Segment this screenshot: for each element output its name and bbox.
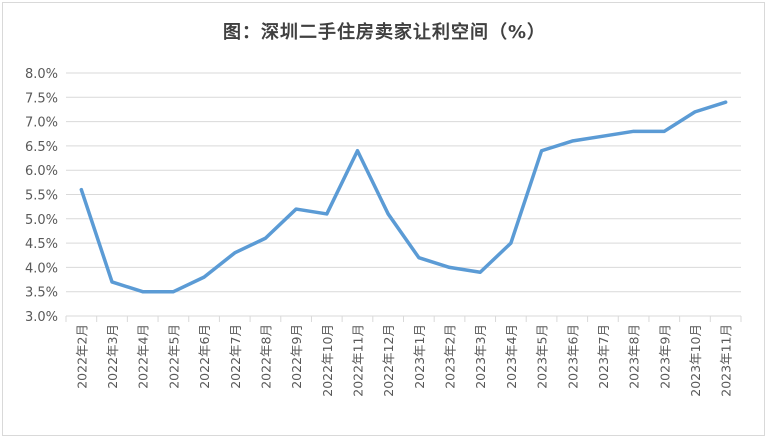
x-tick-label: 2023年9月 [657,324,672,389]
y-tick-label: 8.0% [25,67,58,82]
x-tick-label: 2022年5月 [166,324,181,389]
y-tick-label: 3.5% [25,286,58,301]
data-point [417,256,421,260]
y-axis: 3.0% 3.5% 4.0% 4.5% 5.0% 5.5% 6.0% 6.5% 7.0% 7.5%… [25,67,58,325]
y-tick-label: 3.0% [25,310,58,325]
y-tick-label: 7.0% [25,116,58,131]
x-tick-label: 2023年7月 [596,324,611,389]
data-point [509,241,513,245]
data-point [632,129,636,133]
x-tick-label: 2023年1月 [412,324,427,389]
data-point [724,100,728,104]
y-tick-label: 6.0% [25,164,58,179]
x-tick-label: 2022年12月 [381,324,396,397]
data-point [294,207,298,211]
data-point [386,212,390,216]
data-point [263,236,267,240]
x-tick-label: 2023年11月 [719,324,734,397]
data-point [693,110,697,114]
series-polyline [79,100,728,294]
data-point [570,139,574,143]
x-tick-label: 2022年10月 [320,324,335,397]
series-line [79,100,728,294]
x-tick-label: 2022年7月 [228,324,243,389]
data-point [478,270,482,274]
y-tick-label: 5.5% [25,189,58,204]
data-point [79,188,83,192]
data-point [540,149,544,153]
x-tick-label: 2022年11月 [350,324,365,397]
data-point [110,280,114,284]
x-tick-label: 2022年3月 [105,324,120,389]
y-tick-label: 5.0% [25,213,58,228]
data-point [233,251,237,255]
x-tick-label: 2023年6月 [565,324,580,389]
data-point [325,212,329,216]
data-point [355,149,359,153]
data-point [601,134,605,138]
x-tick-label: 2022年9月 [289,324,304,389]
x-tick-label: 2023年5月 [535,324,550,389]
x-tick-label: 2023年10月 [688,324,703,397]
y-tick-label: 4.0% [25,261,58,276]
x-tick-label: 2022年8月 [258,324,273,389]
x-tick-label: 2023年4月 [504,324,519,389]
data-point [202,275,206,279]
y-tick-label: 4.5% [25,237,58,252]
x-tick-label: 2023年8月 [627,324,642,389]
data-point [171,290,175,294]
y-tick-label: 7.5% [25,91,58,106]
gridlines [66,72,741,317]
data-point [448,265,452,269]
y-tick-label: 6.5% [25,140,58,155]
x-tick-label: 2023年2月 [443,324,458,389]
data-point [141,290,145,294]
chart-title: 图：深圳二手住房卖家让利空间（%） [222,22,547,43]
data-point [662,129,666,133]
x-tick-label: 2023年3月 [473,324,488,389]
x-tick-label: 2022年4月 [136,324,151,389]
x-axis: 2022年2月 2022年3月 2022年4月 2022年5月 2022年6月 2022年… [65,316,742,397]
x-tick-label: 2022年2月 [74,324,89,389]
x-tick-label: 2022年6月 [197,324,212,389]
